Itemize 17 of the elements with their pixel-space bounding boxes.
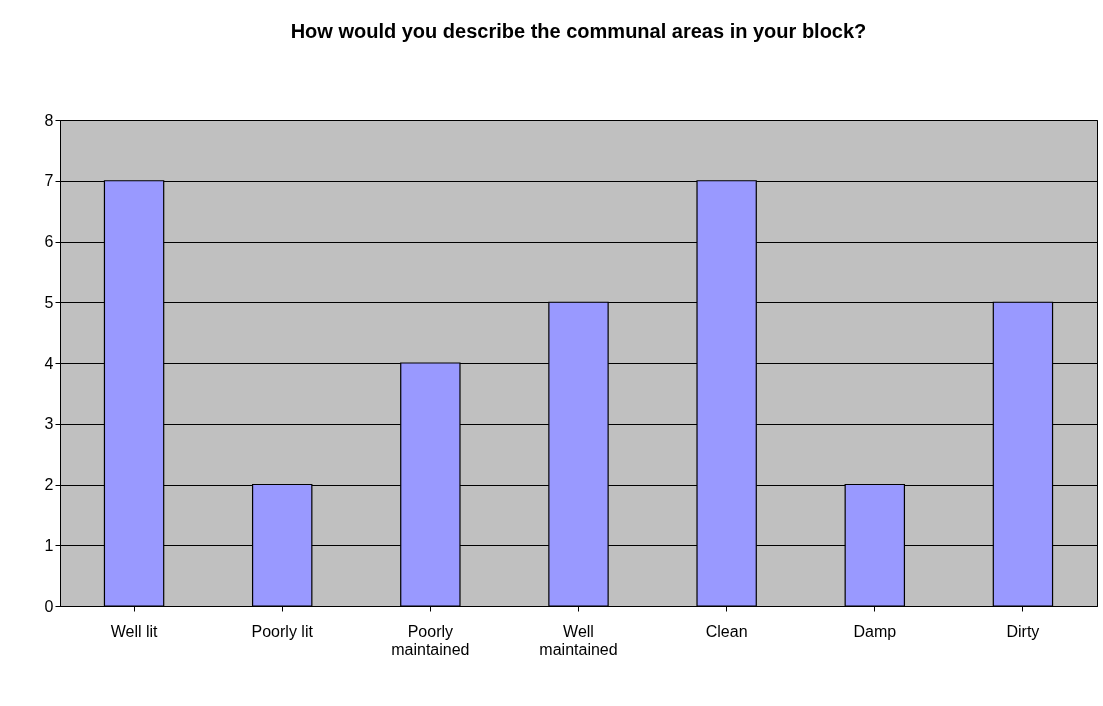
- y-tick-label: 3: [44, 415, 54, 433]
- y-tick-label: 0: [44, 597, 54, 615]
- y-tick-label: 7: [44, 172, 54, 190]
- y-tick-label: 1: [44, 536, 54, 554]
- y-tick-label: 4: [44, 354, 54, 372]
- y-tick-label: 5: [44, 293, 54, 311]
- x-tick-label: Poorly maintained: [391, 622, 470, 658]
- y-tick-label: 2: [44, 476, 54, 493]
- x-tick-label: Dirty: [1006, 622, 1040, 640]
- x-tick-label: Damp: [853, 622, 897, 640]
- x-tick-label: Poorly lit: [251, 622, 314, 640]
- x-tick-label: Well maintained: [539, 622, 618, 658]
- x-tick-label: Clean: [705, 622, 748, 640]
- y-tick-label: 8: [44, 111, 54, 129]
- chart-title: How would you describe the communal areas in your block?: [290, 20, 867, 42]
- y-tick-label: 6: [44, 233, 54, 250]
- x-tick-label: Well lit: [110, 622, 159, 640]
